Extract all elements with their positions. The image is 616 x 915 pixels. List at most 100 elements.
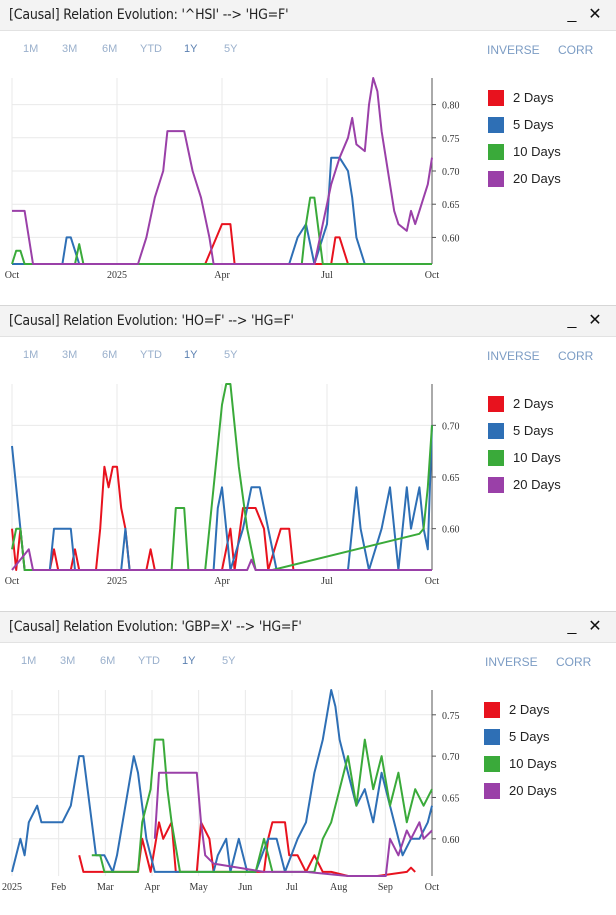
x-tick-label: May [189, 882, 207, 893]
x-tick-label: Aug [330, 882, 347, 893]
legend-label: 20 Days [509, 783, 557, 798]
y-tick-label: 0.75 [442, 134, 460, 145]
line-chart: Oct 2025 Apr Jul Oct 0.60 0.65 0.70 [5, 383, 460, 587]
y-tick-label: 0.65 [442, 793, 460, 804]
y-tick-label: 0.80 [442, 101, 460, 112]
legend-label: 5 Days [513, 423, 554, 438]
legend-swatch [488, 450, 504, 466]
x-tick-label: Sep [378, 882, 393, 893]
legend-label: 5 Days [513, 117, 554, 132]
legend-swatch [488, 90, 504, 106]
close-button[interactable]: ✕ [588, 618, 602, 635]
range-5y[interactable]: 5Y [224, 43, 238, 55]
range-5y[interactable]: 5Y [224, 349, 238, 361]
minimize-button[interactable]: _ [567, 6, 577, 23]
panel-title: [Causal] Relation Evolution: 'HO=F' --> … [9, 313, 294, 329]
y-tick-label: 0.60 [442, 835, 460, 846]
legend-swatch [484, 756, 500, 772]
x-tick-label: Apr [214, 576, 230, 587]
x-tick-label: 2025 [2, 882, 22, 893]
legend-swatch [488, 423, 504, 439]
legend-swatch [488, 171, 504, 187]
legend-label: 5 Days [509, 729, 550, 744]
legend-label: 2 Days [513, 90, 554, 105]
range-3m[interactable]: 3M [60, 655, 76, 667]
y-tick-label: 0.75 [442, 711, 460, 722]
y-tick-label: 0.70 [442, 167, 460, 178]
legend-label: 2 Days [509, 702, 550, 717]
y-tick-label: 0.70 [442, 752, 460, 763]
range-6m[interactable]: 6M [102, 349, 118, 361]
corr-button[interactable]: CORR [558, 349, 594, 363]
range-5y[interactable]: 5Y [222, 655, 236, 667]
y-tick-label: 0.65 [442, 473, 460, 484]
y-tick-label: 0.60 [442, 233, 460, 244]
x-tick-label: Oct [425, 882, 440, 893]
series-line-2 [12, 156, 432, 265]
inverse-button[interactable]: INVERSE [487, 349, 540, 363]
y-tick-label: 0.60 [442, 525, 460, 536]
range-1y[interactable]: 1Y [182, 655, 196, 667]
series-line-4 [11, 548, 432, 571]
series-line-2 [11, 689, 433, 873]
legend-swatch [488, 144, 504, 160]
range-3m[interactable]: 3M [62, 349, 78, 361]
x-tick-label: Feb [51, 882, 66, 893]
series-line-2 [11, 425, 433, 571]
range-1m[interactable]: 1M [23, 349, 39, 361]
x-tick-label: Oct [5, 576, 20, 587]
corr-button[interactable]: CORR [558, 43, 594, 57]
legend-label: 10 Days [513, 450, 561, 465]
x-tick-label: Mar [97, 882, 114, 893]
series-line-3 [11, 196, 432, 265]
x-tick-label: 2025 [107, 576, 127, 587]
chart-panel-2: [Causal] Relation Evolution: 'HO=F' --> … [0, 306, 616, 612]
x-tick-label: Oct [425, 576, 440, 587]
y-tick-label: 0.70 [442, 421, 460, 432]
close-button[interactable]: ✕ [588, 312, 602, 329]
line-chart: Oct 2025 Apr Jul Oct 0.60 0.65 0.70 0.75 0.80 [5, 77, 460, 281]
x-tick-label: Oct [5, 270, 20, 281]
range-3m[interactable]: 3M [62, 43, 78, 55]
minimize-button[interactable]: _ [567, 312, 577, 329]
x-tick-label: Jun [238, 882, 252, 893]
inverse-button[interactable]: INVERSE [485, 655, 538, 669]
range-6m[interactable]: 6M [102, 43, 118, 55]
range-1y[interactable]: 1Y [184, 349, 198, 361]
close-button[interactable]: ✕ [588, 6, 602, 23]
legend-label: 20 Days [513, 477, 561, 492]
series-line-1 [11, 465, 432, 571]
range-1y[interactable]: 1Y [184, 43, 198, 55]
range-1m[interactable]: 1M [23, 43, 39, 55]
series-line-4 [153, 771, 433, 877]
panel-title: [Causal] Relation Evolution: '^HSI' --> … [9, 7, 289, 23]
legend-label: 10 Days [513, 144, 561, 159]
legend-swatch [488, 396, 504, 412]
legend-swatch [484, 729, 500, 745]
range-ytd[interactable]: YTD [140, 43, 162, 55]
panel-titlebar: [Causal] Relation Evolution: 'GBP=X' -->… [0, 612, 616, 643]
legend-label: 10 Days [509, 756, 557, 771]
inverse-button[interactable]: INVERSE [487, 43, 540, 57]
x-tick-label: Jul [321, 270, 333, 281]
x-tick-label: Jul [286, 882, 298, 893]
corr-button[interactable]: CORR [556, 655, 592, 669]
range-1m[interactable]: 1M [21, 655, 37, 667]
legend-label: 2 Days [513, 396, 554, 411]
range-ytd[interactable]: YTD [138, 655, 160, 667]
x-tick-label: Jul [321, 576, 333, 587]
y-tick-label: 0.65 [442, 200, 460, 211]
range-6m[interactable]: 6M [100, 655, 116, 667]
series-line-4 [12, 77, 433, 265]
panel-titlebar: [Causal] Relation Evolution: 'HO=F' --> … [0, 306, 616, 337]
legend-swatch [488, 477, 504, 493]
minimize-button[interactable]: _ [567, 618, 577, 635]
legend-swatch [484, 783, 500, 799]
panel-title: [Causal] Relation Evolution: 'GBP=X' -->… [9, 619, 302, 635]
panel-titlebar: [Causal] Relation Evolution: '^HSI' --> … [0, 0, 616, 31]
legend-swatch [484, 702, 500, 718]
chart-panel-3: [Causal] Relation Evolution: 'GBP=X' -->… [0, 612, 616, 915]
range-ytd[interactable]: YTD [140, 349, 162, 361]
legend-swatch [488, 117, 504, 133]
x-tick-label: Apr [144, 882, 160, 893]
